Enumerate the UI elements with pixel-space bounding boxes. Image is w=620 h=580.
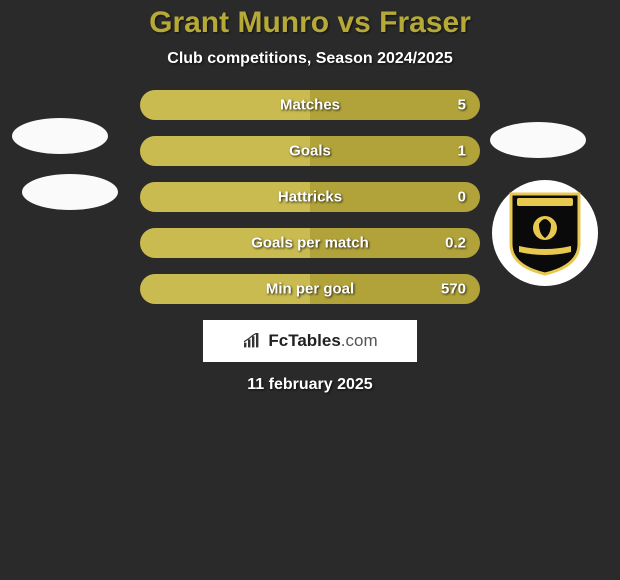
club-crest [507, 190, 583, 276]
stat-label: Goals [289, 143, 331, 160]
player1-avatar-top [12, 118, 108, 154]
stat-bar-left [140, 136, 310, 166]
brand-name: FcTables.com [268, 331, 377, 351]
stat-value-right: 0.2 [445, 235, 466, 252]
stat-row: Goals per match 0.2 [140, 228, 480, 258]
stat-label: Matches [280, 97, 340, 114]
player1-avatar-bottom [22, 174, 118, 210]
stat-value-right: 0 [458, 189, 466, 206]
club-crest-wrap [492, 180, 598, 286]
brand-bold: FcTables [268, 331, 340, 350]
player2-avatar [490, 122, 586, 158]
stat-label: Goals per match [251, 235, 369, 252]
stat-row: Hattricks 0 [140, 182, 480, 212]
stat-row: Matches 5 [140, 90, 480, 120]
stat-value-right: 570 [441, 281, 466, 298]
brand-box: FcTables.com [203, 320, 417, 362]
stat-row: Goals 1 [140, 136, 480, 166]
chart-icon [242, 333, 262, 349]
stat-label: Min per goal [266, 281, 354, 298]
stat-label: Hattricks [278, 189, 342, 206]
brand-light: .com [341, 331, 378, 350]
page-title: Grant Munro vs Fraser [0, 6, 620, 40]
stat-row: Min per goal 570 [140, 274, 480, 304]
subtitle: Club competitions, Season 2024/2025 [0, 50, 620, 68]
stat-bar-right [310, 136, 480, 166]
stats-container: Matches 5 Goals 1 Hattricks 0 Goals per match 0… [140, 90, 480, 304]
stat-value-right: 1 [458, 143, 466, 160]
date-text: 11 february 2025 [0, 376, 620, 394]
stat-value-right: 5 [458, 97, 466, 114]
